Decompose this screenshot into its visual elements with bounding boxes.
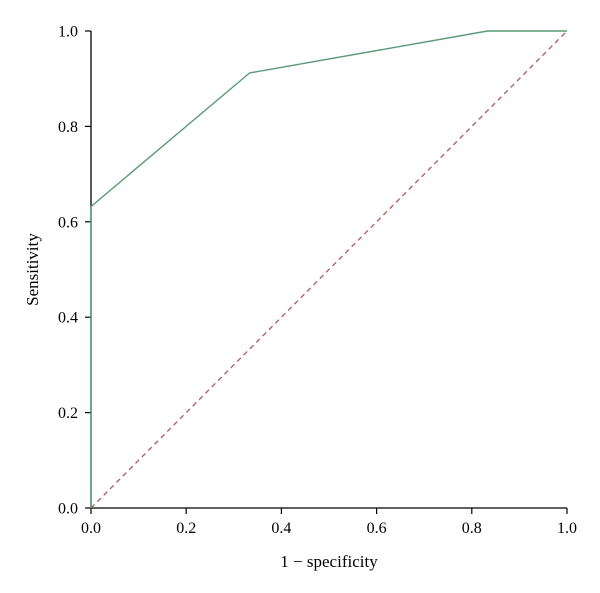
y-axis-label: Sensitivity (23, 233, 42, 306)
x-tick-label: 0.8 (462, 520, 482, 537)
y-tick-label: 0.6 (58, 214, 78, 231)
y-ticks: 0.0 0.2 0.4 0.6 0.8 1.0 (58, 24, 91, 518)
x-axis-label: 1 − specificity (280, 552, 378, 571)
x-ticks: 0.0 0.2 0.4 0.6 0.8 1.0 (81, 508, 577, 537)
y-tick-label: 0.2 (58, 405, 78, 422)
series-layer (90, 30, 568, 509)
y-tick-label: 0.0 (58, 501, 78, 518)
x-tick-label: 1.0 (557, 520, 577, 537)
x-tick-label: 0.2 (176, 520, 196, 537)
reference-diagonal-line (90, 30, 568, 509)
y-tick-label: 1.0 (58, 24, 78, 41)
y-tick-label: 0.8 (58, 119, 78, 136)
x-tick-label: 0.4 (271, 520, 291, 537)
roc-curve-line (90, 30, 567, 508)
x-tick-label: 0.6 (367, 520, 387, 537)
x-tick-label: 0.0 (81, 520, 101, 537)
y-tick-label: 0.4 (58, 310, 78, 327)
